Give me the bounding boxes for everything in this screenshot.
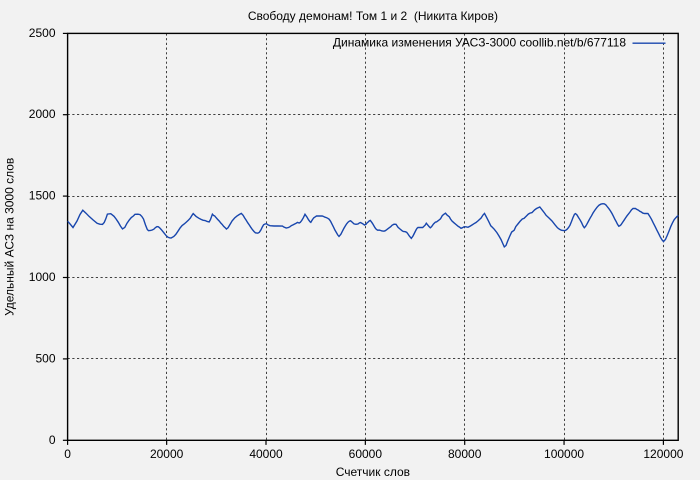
svg-text:2500: 2500 bbox=[29, 26, 56, 40]
svg-text:120000: 120000 bbox=[643, 447, 683, 461]
svg-text:Свободу демонам! Том 1 и 2 (Н: Свободу демонам! Том 1 и 2 (Никита Киров… bbox=[248, 9, 498, 23]
svg-text:1500: 1500 bbox=[29, 189, 56, 203]
svg-text:80000: 80000 bbox=[448, 447, 482, 461]
svg-text:Удельный АСЗ на 3000 слов: Удельный АСЗ на 3000 слов bbox=[3, 158, 17, 316]
svg-text:40000: 40000 bbox=[249, 447, 283, 461]
svg-text:20000: 20000 bbox=[150, 447, 184, 461]
svg-text:0: 0 bbox=[64, 447, 71, 461]
svg-text:100000: 100000 bbox=[544, 447, 584, 461]
svg-text:60000: 60000 bbox=[349, 447, 383, 461]
svg-text:1000: 1000 bbox=[29, 270, 56, 284]
svg-text:0: 0 bbox=[49, 433, 56, 447]
svg-text:2000: 2000 bbox=[29, 107, 56, 121]
svg-text:Счетчик слов: Счетчик слов bbox=[336, 465, 410, 479]
svg-text:Динамика изменения УАСЗ-3000 c: Динамика изменения УАСЗ-3000 coollib.net… bbox=[333, 35, 626, 49]
svg-text:500: 500 bbox=[35, 351, 55, 365]
